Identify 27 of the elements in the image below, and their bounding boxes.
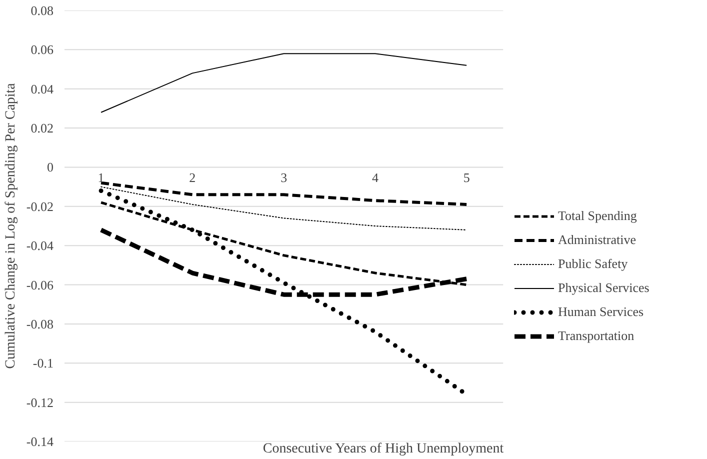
x-tick-label: 2	[189, 170, 196, 186]
y-tick-label: -0.06	[26, 277, 54, 292]
x-tick-label: 4	[372, 170, 379, 186]
y-tick-label: -0.02	[26, 198, 54, 214]
y-tick-label: 0.02	[30, 120, 54, 136]
y-tick-label: 0.06	[30, 42, 54, 58]
line-series	[100, 53, 468, 113]
legend-label: Total Spending	[558, 208, 637, 224]
x-tick-label: 3	[280, 170, 288, 186]
y-tick-label: -0.04	[26, 238, 54, 254]
legend-label: Administrative	[558, 232, 636, 248]
legend-label: Public Safety	[558, 256, 628, 272]
x-axis-title: Consecutive Years of High Unemployment	[262, 442, 504, 456]
y-tick-label: -0.14	[26, 434, 54, 449]
y-tick-label: 0	[47, 160, 54, 175]
x-tick-label: 5	[463, 170, 470, 186]
y-axis-title: Cumulative Change in Log of Spending Per Capita	[3, 82, 18, 369]
line-series	[100, 181, 468, 206]
y-tick-label: 0.08	[30, 3, 54, 18]
y-tick-label: -0.08	[26, 316, 54, 332]
legend-label: Physical Services	[558, 280, 650, 296]
x-tick-label: 1	[98, 170, 104, 186]
y-tick-label: -0.12	[26, 394, 54, 410]
y-tick-label: -0.1	[32, 356, 54, 371]
legend-label: Human Services	[558, 304, 644, 320]
y-tick-label: 0.04	[30, 81, 54, 96]
legend-label: Transportation	[558, 328, 634, 344]
